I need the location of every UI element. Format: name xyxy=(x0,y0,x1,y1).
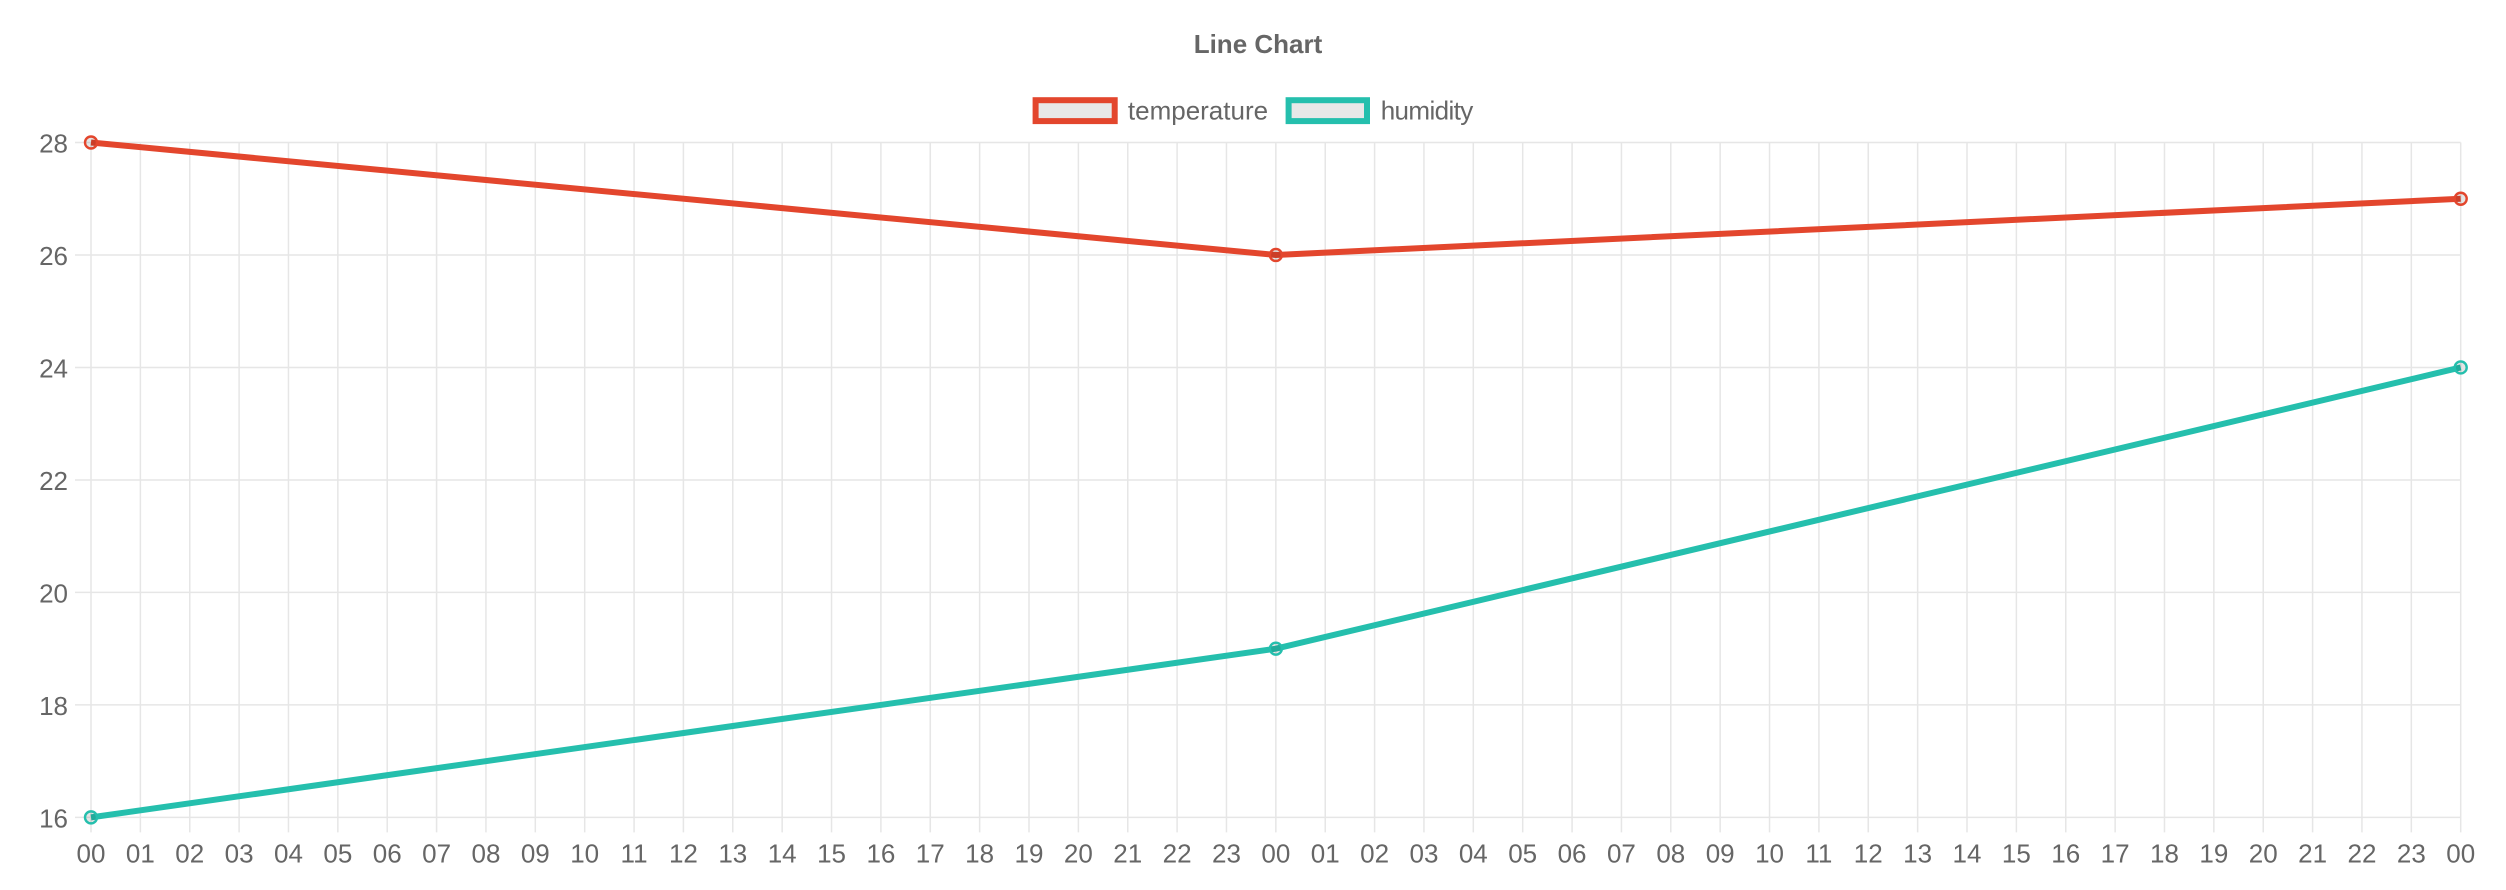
svg-text:13: 13 xyxy=(1903,839,1932,869)
svg-text:18: 18 xyxy=(39,691,68,721)
svg-text:22: 22 xyxy=(2347,839,2376,869)
svg-text:12: 12 xyxy=(669,839,698,869)
svg-text:08: 08 xyxy=(1656,839,1685,869)
svg-text:00: 00 xyxy=(77,839,106,869)
svg-text:09: 09 xyxy=(521,839,550,869)
svg-text:13: 13 xyxy=(718,839,747,869)
svg-text:12: 12 xyxy=(1854,839,1883,869)
svg-text:08: 08 xyxy=(471,839,500,869)
svg-text:16: 16 xyxy=(2051,839,2080,869)
svg-text:17: 17 xyxy=(916,839,945,869)
svg-text:18: 18 xyxy=(2150,839,2179,869)
svg-text:07: 07 xyxy=(1607,839,1636,869)
svg-text:04: 04 xyxy=(274,839,303,869)
svg-text:15: 15 xyxy=(817,839,846,869)
svg-text:humidity: humidity xyxy=(1381,96,1474,126)
svg-text:22: 22 xyxy=(1163,839,1192,869)
svg-text:16: 16 xyxy=(39,804,68,834)
svg-text:14: 14 xyxy=(768,839,797,869)
svg-text:28: 28 xyxy=(39,129,68,159)
svg-text:00: 00 xyxy=(2446,839,2475,869)
svg-text:05: 05 xyxy=(323,839,352,869)
svg-text:10: 10 xyxy=(1755,839,1784,869)
svg-text:24: 24 xyxy=(39,354,68,384)
svg-text:20: 20 xyxy=(1064,839,1093,869)
svg-text:06: 06 xyxy=(373,839,402,869)
svg-text:05: 05 xyxy=(1508,839,1537,869)
svg-text:02: 02 xyxy=(1360,839,1389,869)
svg-text:21: 21 xyxy=(2298,839,2327,869)
svg-text:22: 22 xyxy=(39,466,68,496)
svg-text:19: 19 xyxy=(2199,839,2228,869)
svg-text:21: 21 xyxy=(1113,839,1142,869)
svg-text:04: 04 xyxy=(1459,839,1488,869)
svg-text:00: 00 xyxy=(1261,839,1290,869)
svg-text:14: 14 xyxy=(1953,839,1982,869)
svg-text:20: 20 xyxy=(2249,839,2278,869)
svg-text:09: 09 xyxy=(1706,839,1735,869)
svg-text:20: 20 xyxy=(39,579,68,609)
svg-text:temperature: temperature xyxy=(1128,96,1268,126)
svg-text:03: 03 xyxy=(225,839,254,869)
svg-text:02: 02 xyxy=(175,839,204,869)
svg-text:11: 11 xyxy=(1805,839,1832,869)
svg-text:01: 01 xyxy=(1311,839,1340,869)
svg-text:01: 01 xyxy=(126,839,155,869)
svg-text:06: 06 xyxy=(1558,839,1587,869)
svg-text:17: 17 xyxy=(2101,839,2130,869)
svg-text:23: 23 xyxy=(2397,839,2426,869)
svg-text:16: 16 xyxy=(866,839,895,869)
svg-text:23: 23 xyxy=(1212,839,1241,869)
svg-text:15: 15 xyxy=(2002,839,2031,869)
svg-text:19: 19 xyxy=(1015,839,1044,869)
svg-text:11: 11 xyxy=(621,839,648,869)
svg-text:07: 07 xyxy=(422,839,451,869)
svg-text:18: 18 xyxy=(965,839,994,869)
svg-text:03: 03 xyxy=(1409,839,1438,869)
svg-text:10: 10 xyxy=(570,839,599,869)
svg-text:26: 26 xyxy=(39,241,68,271)
svg-text:Line Chart: Line Chart xyxy=(1194,29,1323,59)
